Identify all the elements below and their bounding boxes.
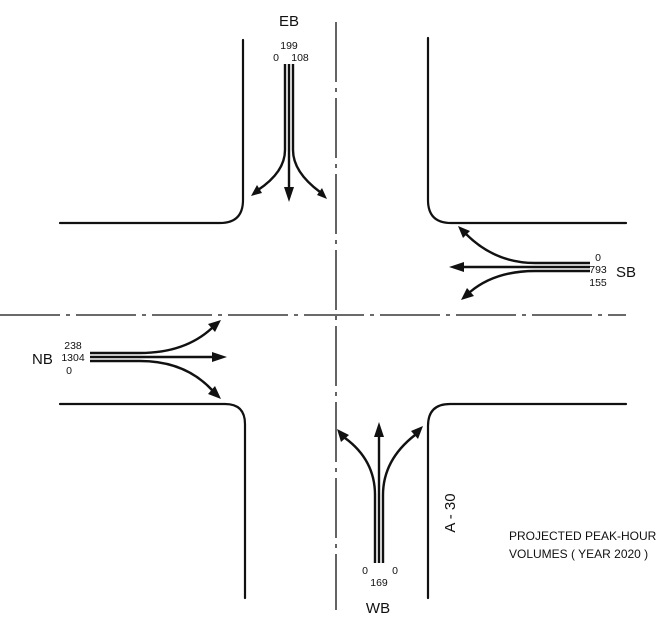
- centerlines: [0, 22, 626, 610]
- sb-volume-bottom: 155: [589, 277, 607, 289]
- sb-through-arrowhead: [449, 262, 464, 272]
- sb-volume-top: 0: [595, 252, 601, 264]
- eb-through-arrowhead: [284, 187, 294, 202]
- nb-volume-middle: 1304: [61, 352, 85, 364]
- road-label: A - 30: [442, 493, 459, 532]
- sb-labels: 0 793 155 SB: [589, 252, 636, 289]
- wb-volume-left: 0: [362, 565, 368, 577]
- note: PROJECTED PEAK-HOUR VOLUMES ( YEAR 2020 …: [509, 529, 657, 561]
- eb-label: EB: [279, 13, 299, 30]
- eb-left-turn-arrowhead: [251, 185, 262, 196]
- nb-movements: [90, 320, 227, 399]
- eb-left-turn-arrow: [257, 149, 287, 191]
- nb-lower-turn-arrow: [139, 359, 213, 391]
- nb-lower-turn-arrowhead: [208, 386, 221, 399]
- wb-left-turn-arrow: [344, 437, 377, 496]
- eb-volume-right: 108: [291, 52, 309, 64]
- sb-label: SB: [616, 264, 636, 281]
- nb-volume-bottom: 0: [66, 365, 72, 377]
- eb-right-turn-arrow: [291, 149, 321, 193]
- sb-movements: [449, 226, 590, 300]
- nb-upper-turn-arrow: [139, 327, 213, 355]
- wb-label: WB: [366, 600, 390, 617]
- sb-upper-turn-arrowhead: [458, 226, 470, 238]
- nb-volume-top: 238: [64, 340, 82, 352]
- wb-volume-middle: 169: [370, 577, 388, 589]
- wb-through-arrowhead: [374, 422, 384, 437]
- road-edges: [58, 36, 628, 600]
- eb-right-turn-arrowhead: [317, 188, 327, 199]
- wb-right-turn-arrow: [381, 434, 416, 496]
- wb-labels: 0 0 169 WB: [362, 565, 398, 617]
- curb-northeast: [426, 36, 628, 225]
- sb-volume-middle: 793: [589, 264, 607, 276]
- wb-movements: [337, 422, 423, 563]
- curb-southeast: [426, 402, 628, 600]
- note-line1: PROJECTED PEAK-HOUR: [509, 529, 657, 543]
- note-line2: VOLUMES ( YEAR 2020 ): [509, 547, 648, 561]
- nb-through-arrowhead: [212, 352, 227, 362]
- eb-labels: EB 199 0 108: [273, 13, 309, 64]
- eb-movements: [251, 64, 327, 202]
- curb-southwest: [58, 402, 247, 600]
- sb-upper-turn-arrow: [465, 233, 536, 265]
- nb-upper-turn-arrowhead: [208, 320, 221, 332]
- wb-right-turn-arrowhead: [411, 426, 423, 439]
- eb-volume-top: 199: [280, 40, 298, 52]
- wb-left-turn-arrowhead: [337, 429, 349, 442]
- nb-label: NB: [32, 351, 53, 368]
- eb-volume-left: 0: [273, 52, 279, 64]
- curb-northwest: [58, 38, 245, 225]
- wb-volume-right: 0: [392, 565, 398, 577]
- sb-lower-turn-arrowhead: [461, 288, 474, 300]
- sb-lower-turn-arrow: [469, 269, 536, 293]
- nb-labels: NB 238 1304 0: [32, 340, 85, 377]
